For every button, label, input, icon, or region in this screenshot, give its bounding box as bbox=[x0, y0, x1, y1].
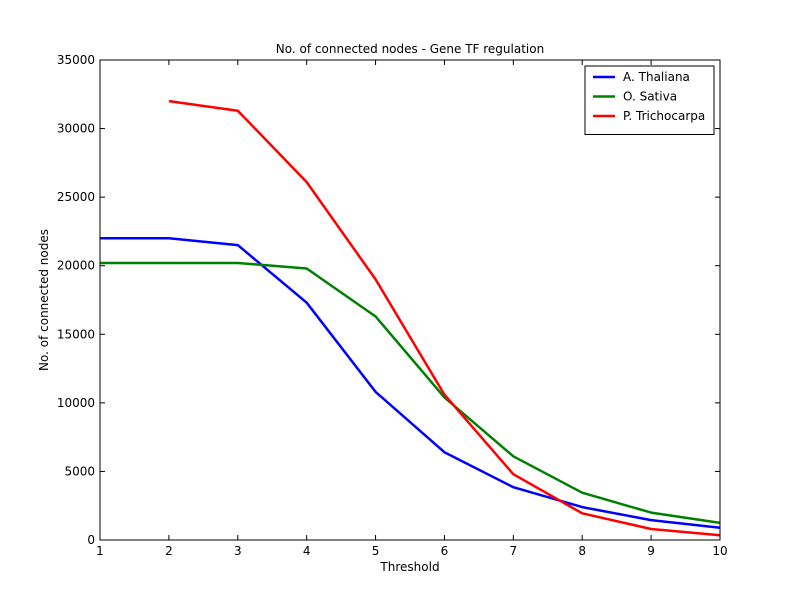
x-tick-label: 6 bbox=[441, 544, 449, 558]
y-tick-label: 10000 bbox=[57, 396, 95, 410]
y-tick-label: 35000 bbox=[57, 53, 95, 67]
legend-label: A. Thaliana bbox=[623, 70, 690, 84]
y-tick-label: 20000 bbox=[57, 259, 95, 273]
y-tick-label: 25000 bbox=[57, 190, 95, 204]
legend-label: O. Sativa bbox=[623, 90, 677, 104]
chart-title: No. of connected nodes - Gene TF regulat… bbox=[276, 42, 544, 56]
y-tick-label: 5000 bbox=[64, 464, 95, 478]
x-tick-label: 9 bbox=[647, 544, 655, 558]
x-tick-label: 5 bbox=[372, 544, 380, 558]
y-tick-label: 15000 bbox=[57, 327, 95, 341]
x-tick-label: 3 bbox=[234, 544, 242, 558]
series-line-o-sativa bbox=[100, 261, 721, 525]
x-tick-label: 7 bbox=[510, 544, 518, 558]
x-axis-title: Threshold bbox=[379, 560, 439, 574]
series-lines bbox=[100, 99, 721, 537]
series-line-p-trichocarpa bbox=[168, 99, 721, 537]
y-axis-title: No. of connected nodes bbox=[37, 229, 51, 371]
x-tick-label: 10 bbox=[712, 544, 727, 558]
x-tick-label: 4 bbox=[303, 544, 311, 558]
plot-frame bbox=[99, 59, 721, 541]
y-tick-label: 0 bbox=[87, 533, 95, 547]
legend: A. Thaliana O. Sativa P. Trichocarpa bbox=[584, 65, 715, 135]
y-tick-label: 30000 bbox=[57, 122, 95, 136]
x-tick-label: 2 bbox=[165, 544, 173, 558]
x-tick-label: 1 bbox=[96, 544, 104, 558]
series-line-a-thaliana bbox=[100, 237, 721, 529]
x-tick-label: 8 bbox=[578, 544, 586, 558]
legend-label: P. Trichocarpa bbox=[623, 109, 705, 123]
